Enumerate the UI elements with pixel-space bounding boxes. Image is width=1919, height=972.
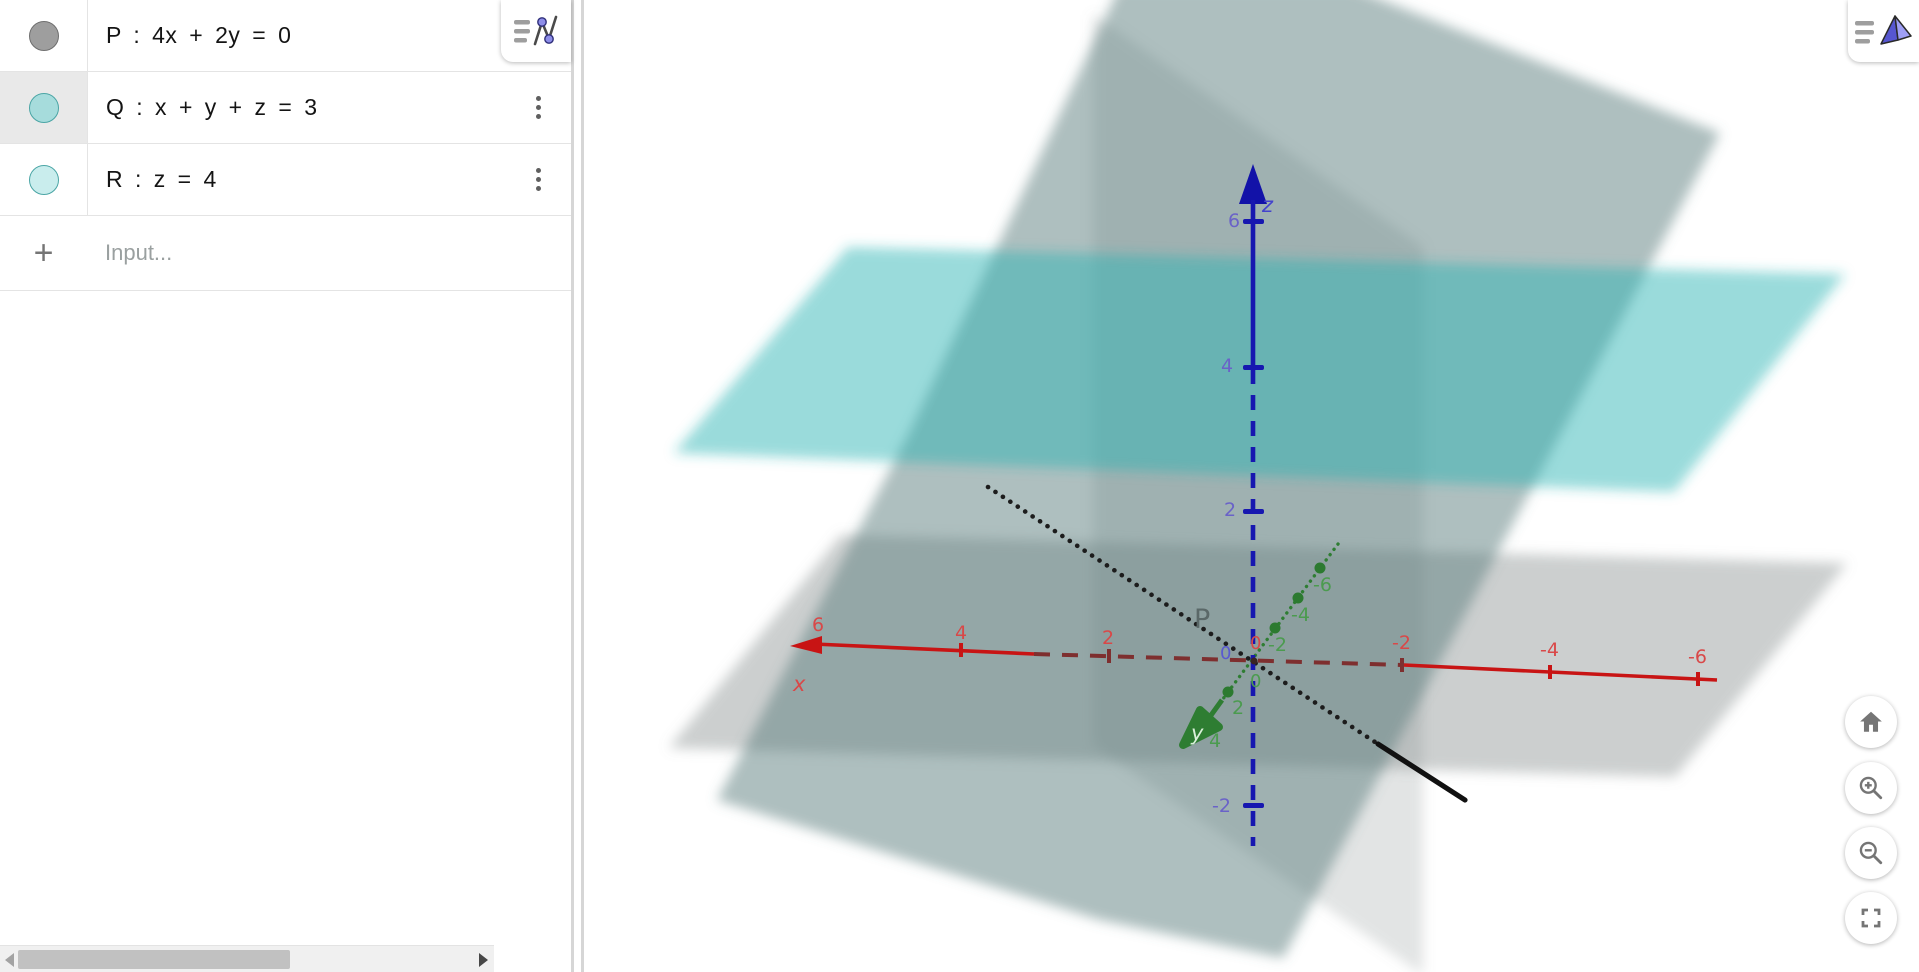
visibility-marble-cell[interactable]: [0, 144, 88, 215]
algebra-input[interactable]: [87, 216, 571, 290]
fullscreen-button[interactable]: [1845, 892, 1897, 944]
visibility-marble-R[interactable]: [28, 164, 59, 195]
y-tick-label: -4: [1291, 604, 1310, 626]
row-menu-button-R[interactable]: [530, 162, 547, 197]
x-tick-label: -2: [1392, 632, 1411, 654]
fullscreen-icon: [1861, 908, 1881, 928]
panel-splitter[interactable]: [571, 0, 584, 972]
row-menu-button-Q[interactable]: [530, 90, 547, 125]
y-tick: [1222, 686, 1234, 698]
z-tick-label: 4: [1221, 355, 1233, 377]
z-tick: [1243, 365, 1264, 370]
equation-R[interactable]: R : z = 4: [106, 166, 217, 192]
intersection-line-hidden[interactable]: [985, 484, 1381, 747]
algebra-row-R[interactable]: R : z = 4: [0, 144, 571, 216]
y-tick: [1292, 592, 1304, 604]
x-tick-label: 2: [1102, 627, 1114, 649]
z-tick: [1243, 219, 1264, 224]
plus-icon: +: [33, 233, 54, 272]
x-axis[interactable]: [1403, 663, 1718, 682]
z-axis-arrow: [1239, 164, 1267, 204]
home-button[interactable]: [1845, 696, 1897, 748]
z-tick-label: -2: [1212, 795, 1231, 817]
algebra-style-icon: [514, 15, 558, 46]
algebra-row-Q[interactable]: Q : x + y + z = 3: [0, 72, 571, 144]
y-tick-label: 0: [1250, 671, 1261, 692]
algebra-panel: P : 4x + 2y = 0 Q : x + y + z = 3 R : z …: [0, 0, 571, 972]
visibility-marble-Q[interactable]: [28, 92, 59, 123]
zoom-in-button[interactable]: [1845, 762, 1897, 814]
y-tick: [1269, 622, 1281, 634]
equation-P[interactable]: P : 4x + 2y = 0: [106, 22, 292, 48]
z-tick-label: 0: [1220, 643, 1231, 664]
visibility-marble-P[interactable]: [28, 20, 59, 51]
x-tick-label: 0: [1250, 633, 1261, 654]
z-tick-label: 2: [1224, 499, 1236, 521]
home-icon: [1860, 711, 1882, 732]
intersection-line-visible[interactable]: [1375, 741, 1468, 803]
y-axis-arrow: [1179, 706, 1223, 749]
algebra-style-button[interactable]: [501, 0, 571, 62]
zoom-out-icon: [1859, 841, 1883, 865]
scroll-right-arrow-icon[interactable]: [479, 953, 488, 967]
visibility-marble-cell[interactable]: [0, 0, 88, 71]
graphics-style-button[interactable]: [1848, 0, 1919, 62]
algebra-input-row[interactable]: +: [0, 216, 571, 291]
y-tick-label: 4: [1209, 730, 1221, 752]
z-axis-letter: z: [1261, 193, 1274, 217]
zoom-in-icon: [1859, 776, 1883, 800]
equation-Q[interactable]: Q : x + y + z = 3: [106, 94, 318, 120]
z-tick: [1243, 509, 1264, 514]
sidebar-horizontal-scrollbar[interactable]: [0, 945, 494, 972]
z-tick: [1243, 803, 1264, 808]
y-tick: [1314, 562, 1326, 574]
y-tick-label: 2: [1232, 697, 1244, 719]
x-tick-label: -4: [1540, 639, 1559, 661]
algebra-row-P[interactable]: P : 4x + 2y = 0: [0, 0, 571, 72]
x-axis-letter: x: [792, 672, 806, 696]
y-tick-label: -6: [1313, 574, 1332, 596]
graphics-3d-style-icon: [1854, 15, 1912, 45]
x-tick-label: 6: [812, 614, 824, 636]
scroll-left-arrow-icon[interactable]: [5, 953, 14, 967]
x-axis[interactable]: [813, 642, 1035, 656]
scrollbar-thumb[interactable]: [18, 950, 290, 969]
origin-point[interactable]: [1250, 657, 1258, 665]
y-tick-label: -2: [1268, 634, 1287, 656]
x-axis-hidden[interactable]: [1033, 652, 1405, 667]
plane-p-label: P: [1194, 604, 1210, 635]
visibility-marble-cell[interactable]: [0, 72, 88, 143]
x-tick-label: 4: [955, 622, 967, 644]
zoom-out-button[interactable]: [1845, 827, 1897, 879]
y-axis-letter: y: [1190, 721, 1204, 745]
x-tick-label: -6: [1688, 646, 1707, 668]
plane-q[interactable]: [717, 0, 1720, 958]
z-tick-label: 6: [1228, 210, 1240, 232]
x-axis-arrow: [790, 636, 822, 654]
